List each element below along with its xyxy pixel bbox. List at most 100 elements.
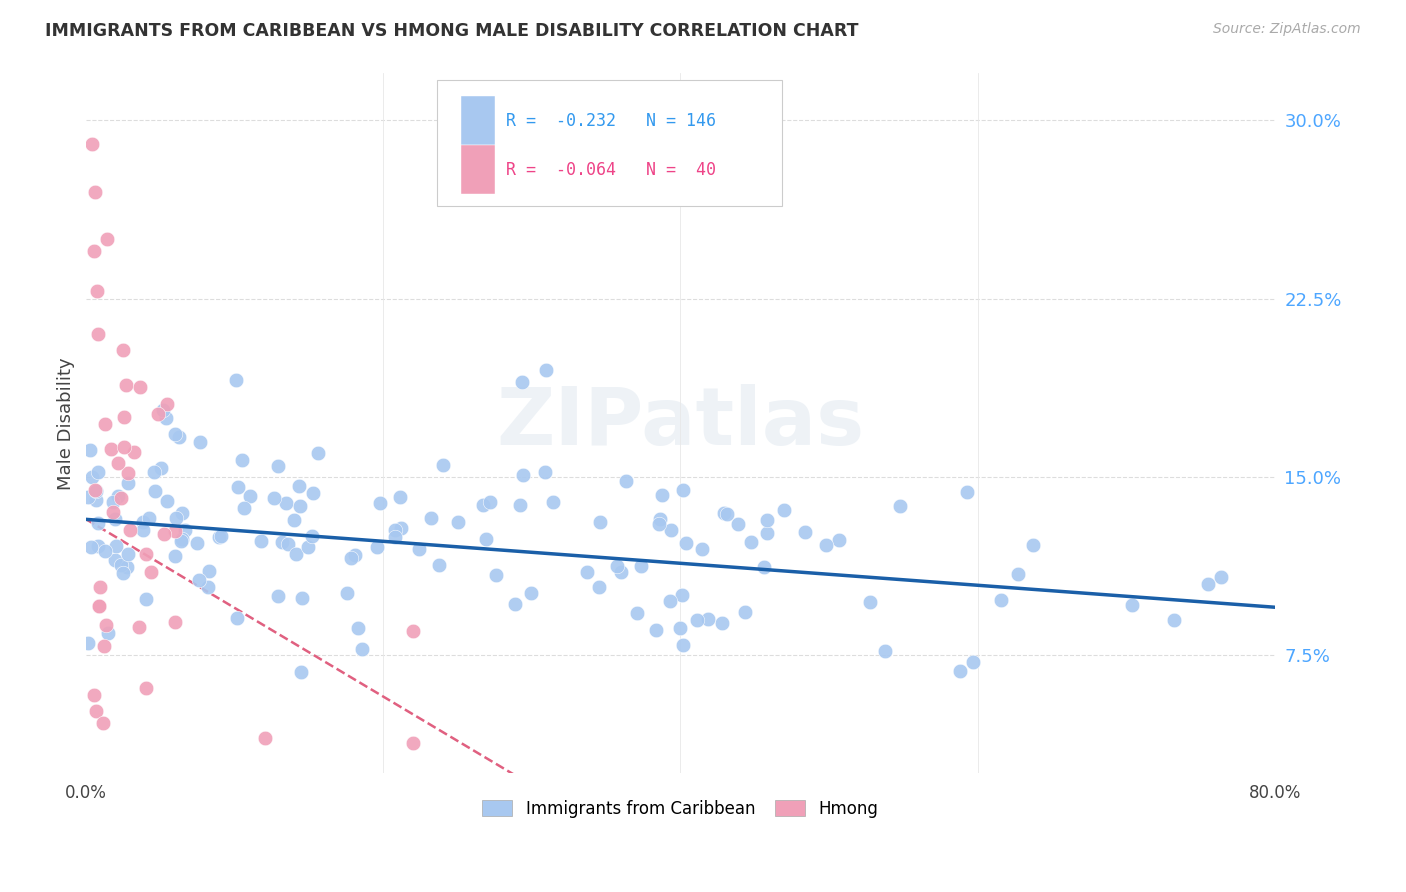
Point xyxy=(889,499,911,513)
Point xyxy=(402,624,425,638)
Point xyxy=(225,611,247,625)
Point xyxy=(112,440,135,454)
Point xyxy=(626,606,648,620)
Point xyxy=(368,496,391,510)
Point xyxy=(1197,577,1219,591)
Point xyxy=(103,494,125,508)
Point xyxy=(117,547,139,561)
Point xyxy=(84,483,107,498)
Point xyxy=(447,515,470,529)
Point xyxy=(756,513,779,527)
Point xyxy=(112,409,135,424)
Point xyxy=(225,373,247,387)
Point xyxy=(696,612,718,626)
Point xyxy=(76,490,98,504)
Point xyxy=(156,494,179,508)
Point xyxy=(76,636,98,650)
Point xyxy=(815,538,838,552)
Point xyxy=(347,621,370,635)
Point xyxy=(89,599,111,613)
Point xyxy=(87,465,110,479)
Point xyxy=(122,445,145,459)
Point xyxy=(111,343,134,357)
Point xyxy=(588,580,610,594)
Point xyxy=(153,526,176,541)
Point xyxy=(288,479,311,493)
Point xyxy=(533,465,555,479)
Point xyxy=(1209,570,1232,584)
Point xyxy=(716,507,738,521)
Point xyxy=(962,655,984,669)
Point xyxy=(107,490,129,504)
Point xyxy=(86,704,108,718)
Point xyxy=(86,285,108,299)
Point xyxy=(118,523,141,537)
Point xyxy=(690,542,713,557)
Point xyxy=(672,483,695,498)
Point xyxy=(188,573,211,587)
Point xyxy=(84,185,107,199)
Point xyxy=(91,715,114,730)
Point xyxy=(384,530,406,544)
Point xyxy=(755,525,778,540)
Point xyxy=(174,523,197,537)
Point xyxy=(651,488,673,502)
Point xyxy=(267,459,290,474)
Point xyxy=(610,565,633,579)
Point xyxy=(87,516,110,530)
Point xyxy=(873,643,896,657)
Point xyxy=(105,539,128,553)
Point xyxy=(485,568,508,582)
Point xyxy=(103,552,125,566)
Point xyxy=(94,617,117,632)
Point xyxy=(671,588,693,602)
Point xyxy=(250,533,273,548)
Point xyxy=(89,580,111,594)
Point xyxy=(752,560,775,574)
Point xyxy=(290,665,312,679)
Point xyxy=(83,688,105,702)
Point xyxy=(80,541,103,555)
Point xyxy=(648,517,671,532)
Point xyxy=(114,378,136,392)
Point xyxy=(93,639,115,653)
Point xyxy=(83,244,105,258)
Point xyxy=(131,516,153,530)
Point xyxy=(419,511,441,525)
Point xyxy=(111,566,134,580)
Point xyxy=(101,505,124,519)
Point xyxy=(104,512,127,526)
Point xyxy=(79,443,101,458)
Point xyxy=(208,530,231,544)
Point xyxy=(155,410,177,425)
Point xyxy=(143,483,166,498)
Point xyxy=(740,535,762,549)
Point xyxy=(198,564,221,578)
Point xyxy=(87,599,110,614)
Point xyxy=(142,465,165,479)
Point xyxy=(84,483,107,498)
Point xyxy=(188,434,211,449)
Point xyxy=(352,641,374,656)
Point xyxy=(163,549,186,564)
Point xyxy=(110,558,132,572)
Point xyxy=(389,491,412,505)
Point xyxy=(284,547,307,561)
Point xyxy=(163,524,186,539)
Point xyxy=(575,566,598,580)
FancyBboxPatch shape xyxy=(437,80,782,206)
Text: R =  -0.232   N = 146: R = -0.232 N = 146 xyxy=(506,112,716,129)
Point xyxy=(658,593,681,607)
Point xyxy=(110,491,132,505)
Point xyxy=(772,503,794,517)
Point xyxy=(828,533,851,548)
Point xyxy=(675,536,697,550)
Point xyxy=(686,613,709,627)
Point xyxy=(197,580,219,594)
Point xyxy=(283,513,305,527)
Point xyxy=(97,625,120,640)
Point xyxy=(226,480,249,494)
Point xyxy=(478,495,501,509)
Point xyxy=(138,510,160,524)
Point xyxy=(512,467,534,482)
